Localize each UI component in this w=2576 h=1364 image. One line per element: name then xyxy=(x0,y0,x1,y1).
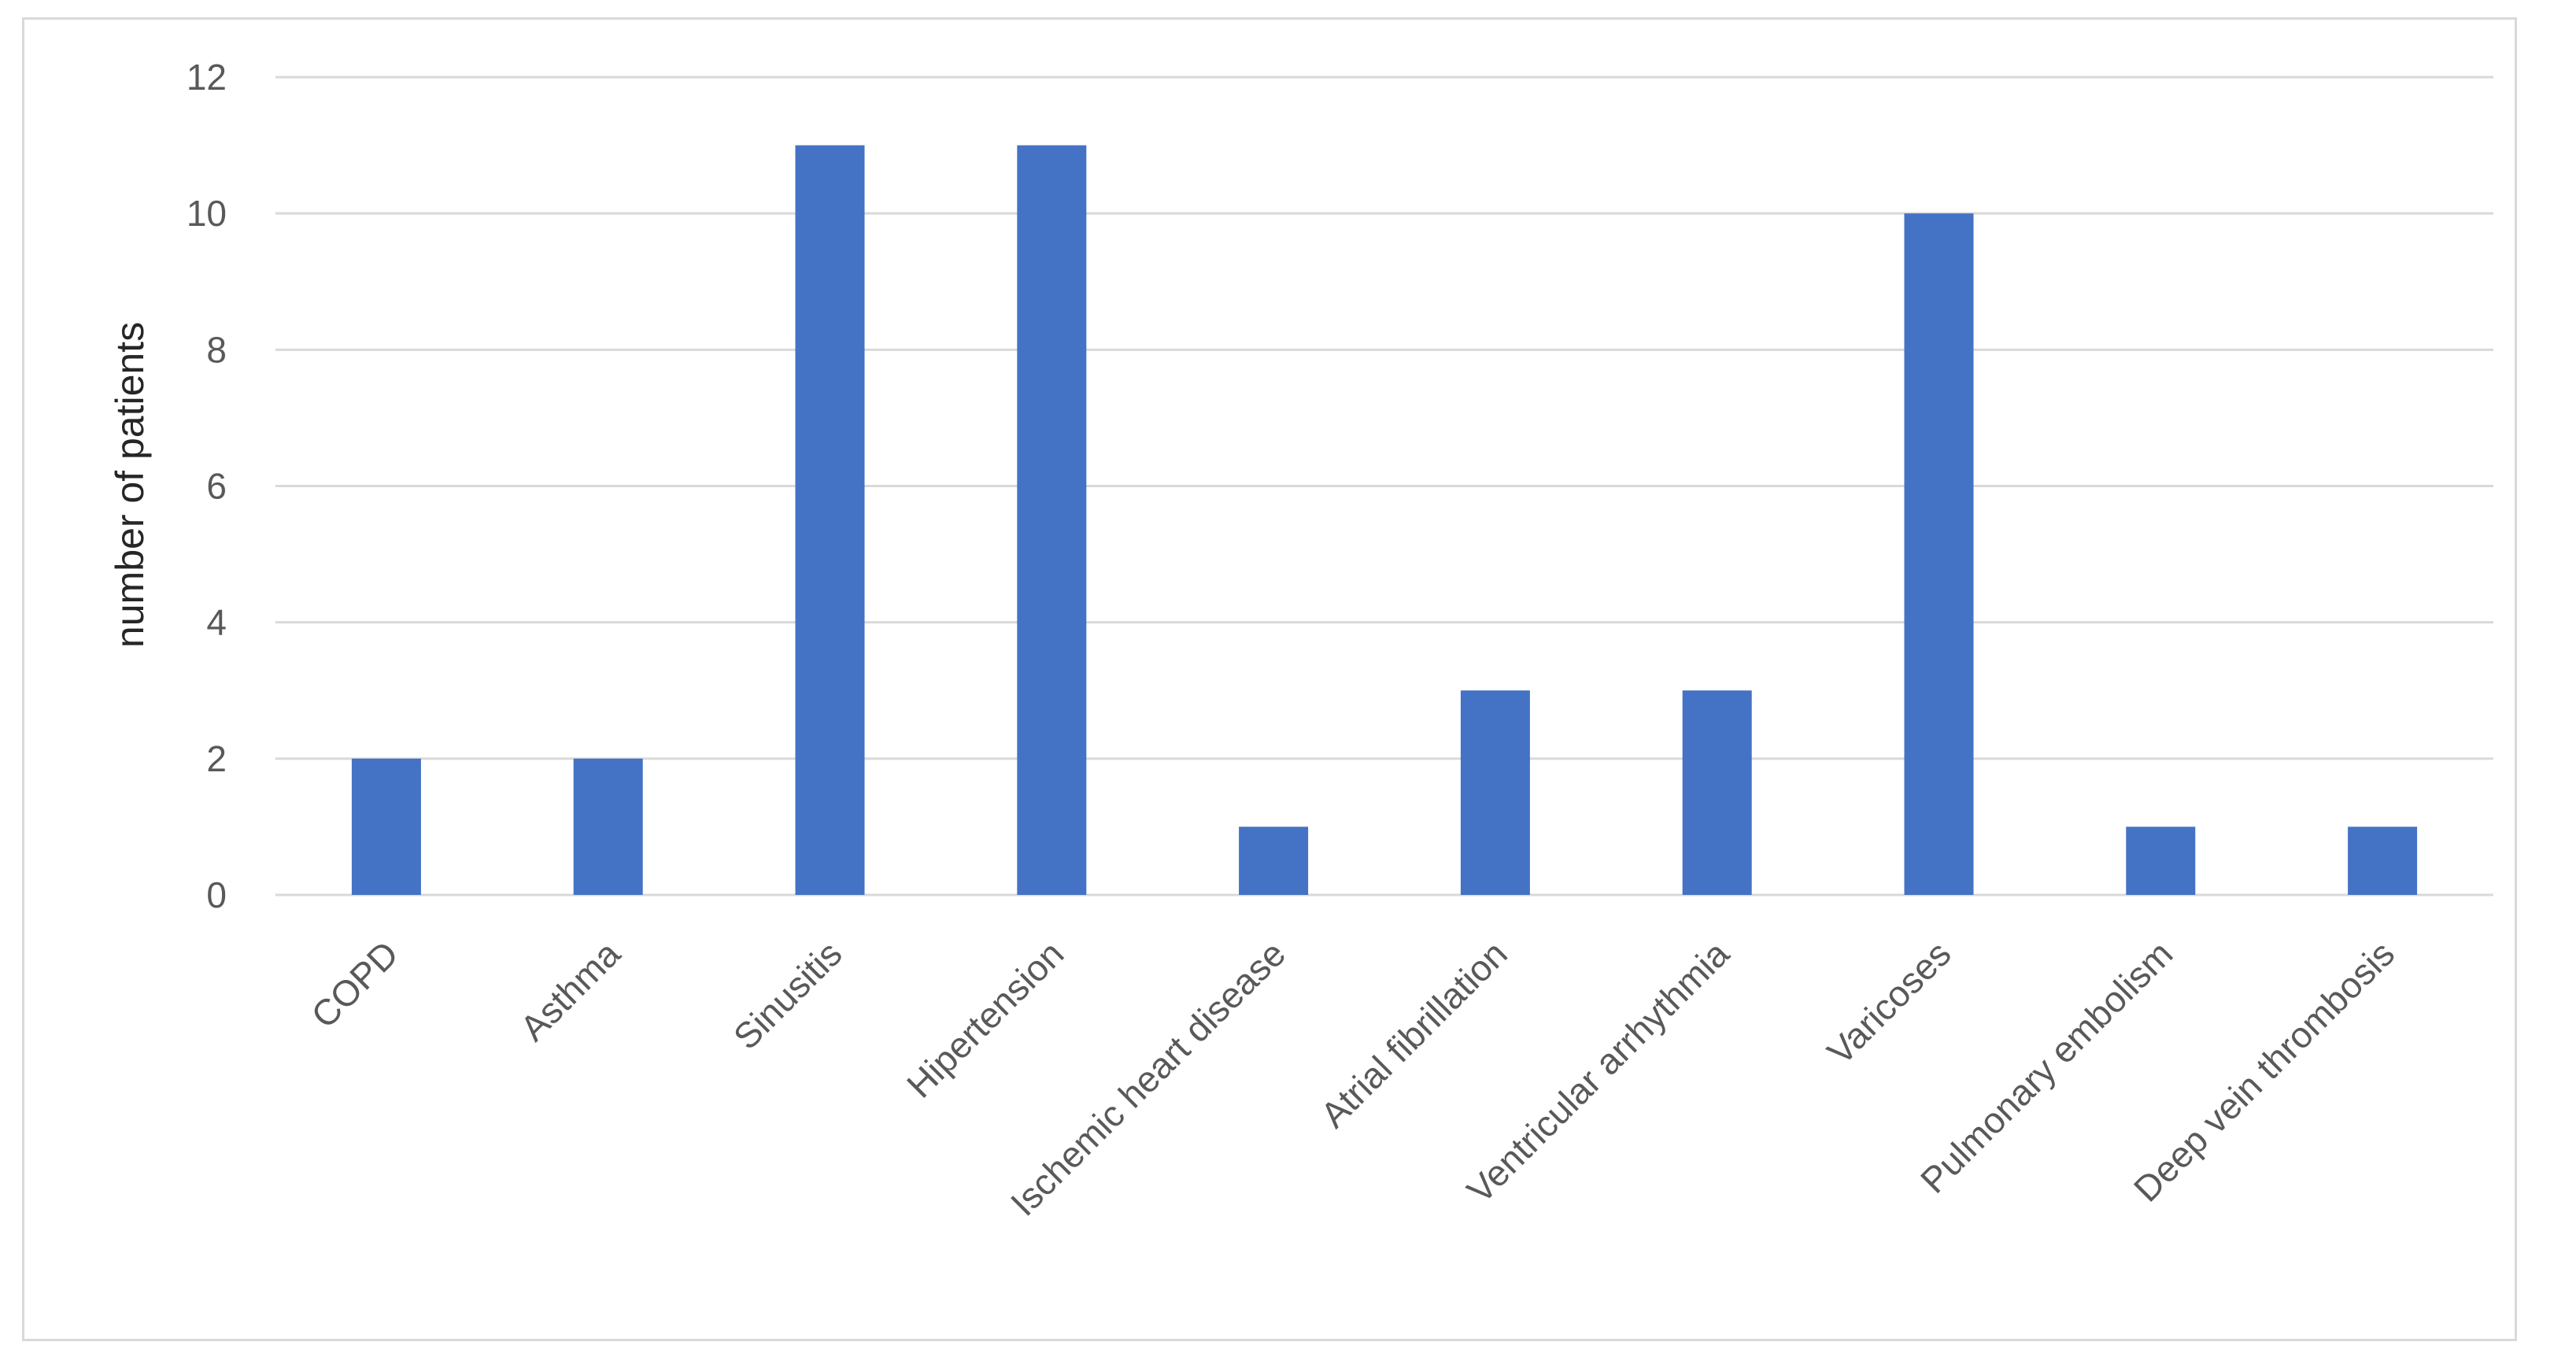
x-tick-label: Asthma xyxy=(512,933,628,1048)
bar xyxy=(1682,690,1752,895)
y-tick-label: 2 xyxy=(206,738,227,779)
bars xyxy=(351,145,2418,896)
bar xyxy=(795,145,865,896)
y-tick-label: 8 xyxy=(206,329,227,370)
y-tick-label: 10 xyxy=(187,193,227,234)
bar xyxy=(1904,213,1974,896)
bar xyxy=(2348,826,2418,895)
x-tick-label: Atrial fibrillation xyxy=(1313,933,1515,1135)
y-tick-label: 6 xyxy=(206,466,227,507)
gridlines xyxy=(275,76,2493,896)
y-tick-label: 0 xyxy=(206,874,227,915)
bar xyxy=(351,758,421,895)
y-axis-ticks: 0 2 4 6 8 10 12 xyxy=(187,57,227,915)
bar xyxy=(1460,690,1530,895)
bar xyxy=(1017,145,1087,896)
y-tick-label: 12 xyxy=(187,57,227,98)
x-tick-label: COPD xyxy=(303,933,406,1036)
chart-frame xyxy=(22,17,2517,1341)
x-tick-label: Varicoses xyxy=(1819,933,1958,1072)
x-tick-label: Sinusitis xyxy=(726,933,850,1057)
x-axis-ticks: COPD Asthma Sinusitis HipertensionIschemic … xyxy=(303,933,2402,1224)
x-tick-label: Hipertension xyxy=(899,933,1071,1105)
y-axis-title: number of patients xyxy=(108,322,152,648)
bar xyxy=(1239,826,1309,895)
x-tick-label: Pulmonary embolism xyxy=(1913,933,2180,1200)
y-tick-label: 4 xyxy=(206,602,227,643)
bar xyxy=(573,758,643,895)
bar xyxy=(2126,826,2196,895)
